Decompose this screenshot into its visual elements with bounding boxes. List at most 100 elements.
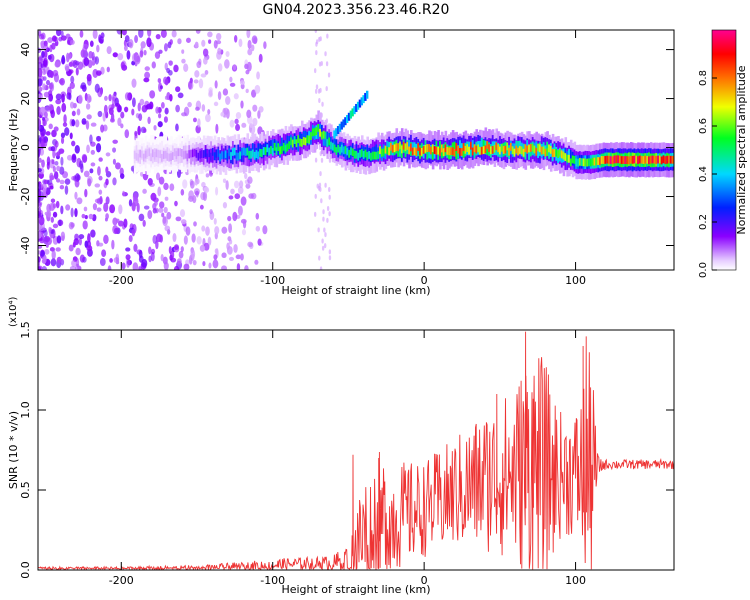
ridge-cell xyxy=(646,155,649,164)
ridge-cell xyxy=(442,148,446,157)
noise-speckle xyxy=(177,38,182,45)
ridge-cell xyxy=(215,149,219,158)
noise-speckle xyxy=(147,178,153,186)
x-tick-label: -100 xyxy=(260,274,285,287)
y-tick-label: 1.0 xyxy=(19,401,32,419)
noise-speckle xyxy=(118,220,124,227)
ridge-cell xyxy=(362,95,365,104)
noise-speckle xyxy=(161,212,165,218)
noise-speckle xyxy=(244,265,249,270)
noise-speckle xyxy=(163,206,168,214)
noise-speckle xyxy=(143,205,150,210)
ridge-cell xyxy=(182,151,186,159)
snr-y-scale-note: (x10⁴) xyxy=(8,296,19,327)
ridge-cell xyxy=(206,153,210,162)
ridge-cell xyxy=(413,147,417,155)
noise-speckle xyxy=(102,112,106,122)
noise-speckle xyxy=(86,245,93,252)
ridge-cell xyxy=(148,148,151,157)
ridge-cell xyxy=(150,153,153,162)
ridge-cell xyxy=(584,158,588,167)
noise-speckle xyxy=(194,188,200,196)
noise-speckle xyxy=(154,51,161,59)
ridge-cell xyxy=(168,153,171,162)
ridge-cell xyxy=(609,156,613,164)
x-tick-label: -200 xyxy=(109,574,134,587)
ridge-cell xyxy=(210,152,213,161)
noise-speckle xyxy=(147,30,152,37)
noise-speckle xyxy=(120,111,125,119)
ridge-cell xyxy=(228,148,231,157)
ridge-cell xyxy=(253,151,257,160)
spectrogram-y-axis-label: Frequency (Hz) xyxy=(7,109,20,192)
snr-x-axis-label: Height of straight line (km) xyxy=(281,583,430,596)
noise-speckle xyxy=(96,44,100,53)
spectrogram-y-ticks: -40 -20 0 20 40 xyxy=(19,43,674,254)
noise-speckle xyxy=(49,70,54,79)
ridge-cell xyxy=(297,137,300,152)
noise-speckle xyxy=(74,207,78,218)
noise-speckle xyxy=(182,179,188,189)
noise-speckle xyxy=(163,182,169,191)
noise-speckle xyxy=(55,99,62,105)
noise-speckle xyxy=(68,61,74,67)
noise-speckle xyxy=(213,39,218,49)
ridge-cell xyxy=(175,151,179,159)
ridge-cell xyxy=(348,149,351,158)
ridge-cell xyxy=(193,151,197,165)
ridge-cell xyxy=(428,144,431,152)
noise-speckle xyxy=(74,179,80,188)
ridge-cell xyxy=(250,150,253,159)
noise-speckle xyxy=(90,229,96,238)
ridge-cell xyxy=(366,151,370,160)
ridge-cell xyxy=(600,156,604,164)
ridge-cell xyxy=(628,156,631,165)
noise-speckle xyxy=(195,30,201,34)
noise-speckle xyxy=(44,117,49,122)
ridge-cell xyxy=(455,145,459,160)
ridge-cell xyxy=(297,135,300,144)
ridge-cell xyxy=(524,145,528,160)
noise-speckle xyxy=(252,104,258,112)
noise-speckle xyxy=(121,64,128,71)
noise-speckle xyxy=(56,106,61,115)
noise-speckle xyxy=(321,238,324,244)
noise-speckle xyxy=(98,157,103,162)
ridge-cell xyxy=(544,148,548,157)
noise-speckle xyxy=(101,249,107,257)
noise-speckle xyxy=(77,94,83,104)
noise-speckle xyxy=(68,244,74,252)
noise-speckle xyxy=(159,201,165,209)
y-tick-label: 40 xyxy=(19,43,32,57)
ridge-cell xyxy=(415,148,419,157)
ridge-cell xyxy=(598,157,602,166)
noise-speckle xyxy=(103,104,108,115)
ridge-cell xyxy=(139,149,142,158)
noise-speckle xyxy=(229,76,233,83)
noise-speckle xyxy=(155,34,161,40)
noise-speckle xyxy=(47,54,52,60)
ridge-cell xyxy=(515,145,519,154)
ridge-cell xyxy=(608,155,611,164)
noise-speckle xyxy=(221,265,227,270)
ridge-cell xyxy=(655,156,658,164)
noise-speckle xyxy=(128,39,134,49)
x-tick-label: 0 xyxy=(421,574,428,587)
noise-speckle xyxy=(187,101,192,108)
ridge-cell xyxy=(204,149,208,157)
noise-speckle xyxy=(228,256,235,262)
noise-speckle xyxy=(38,86,43,92)
noise-speckle xyxy=(258,106,264,113)
ridge-cell xyxy=(410,143,413,152)
noise-speckle xyxy=(237,186,244,195)
noise-speckle xyxy=(254,259,259,265)
noise-speckle xyxy=(79,30,84,38)
noise-speckle xyxy=(321,101,324,107)
noise-speckle xyxy=(251,192,257,200)
ridge-cell xyxy=(602,156,606,164)
ridge-cell xyxy=(151,149,155,158)
noise-speckle xyxy=(139,98,145,106)
ridge-cell xyxy=(233,147,237,156)
ridge-cell xyxy=(161,153,164,162)
noise-speckle xyxy=(173,64,179,73)
